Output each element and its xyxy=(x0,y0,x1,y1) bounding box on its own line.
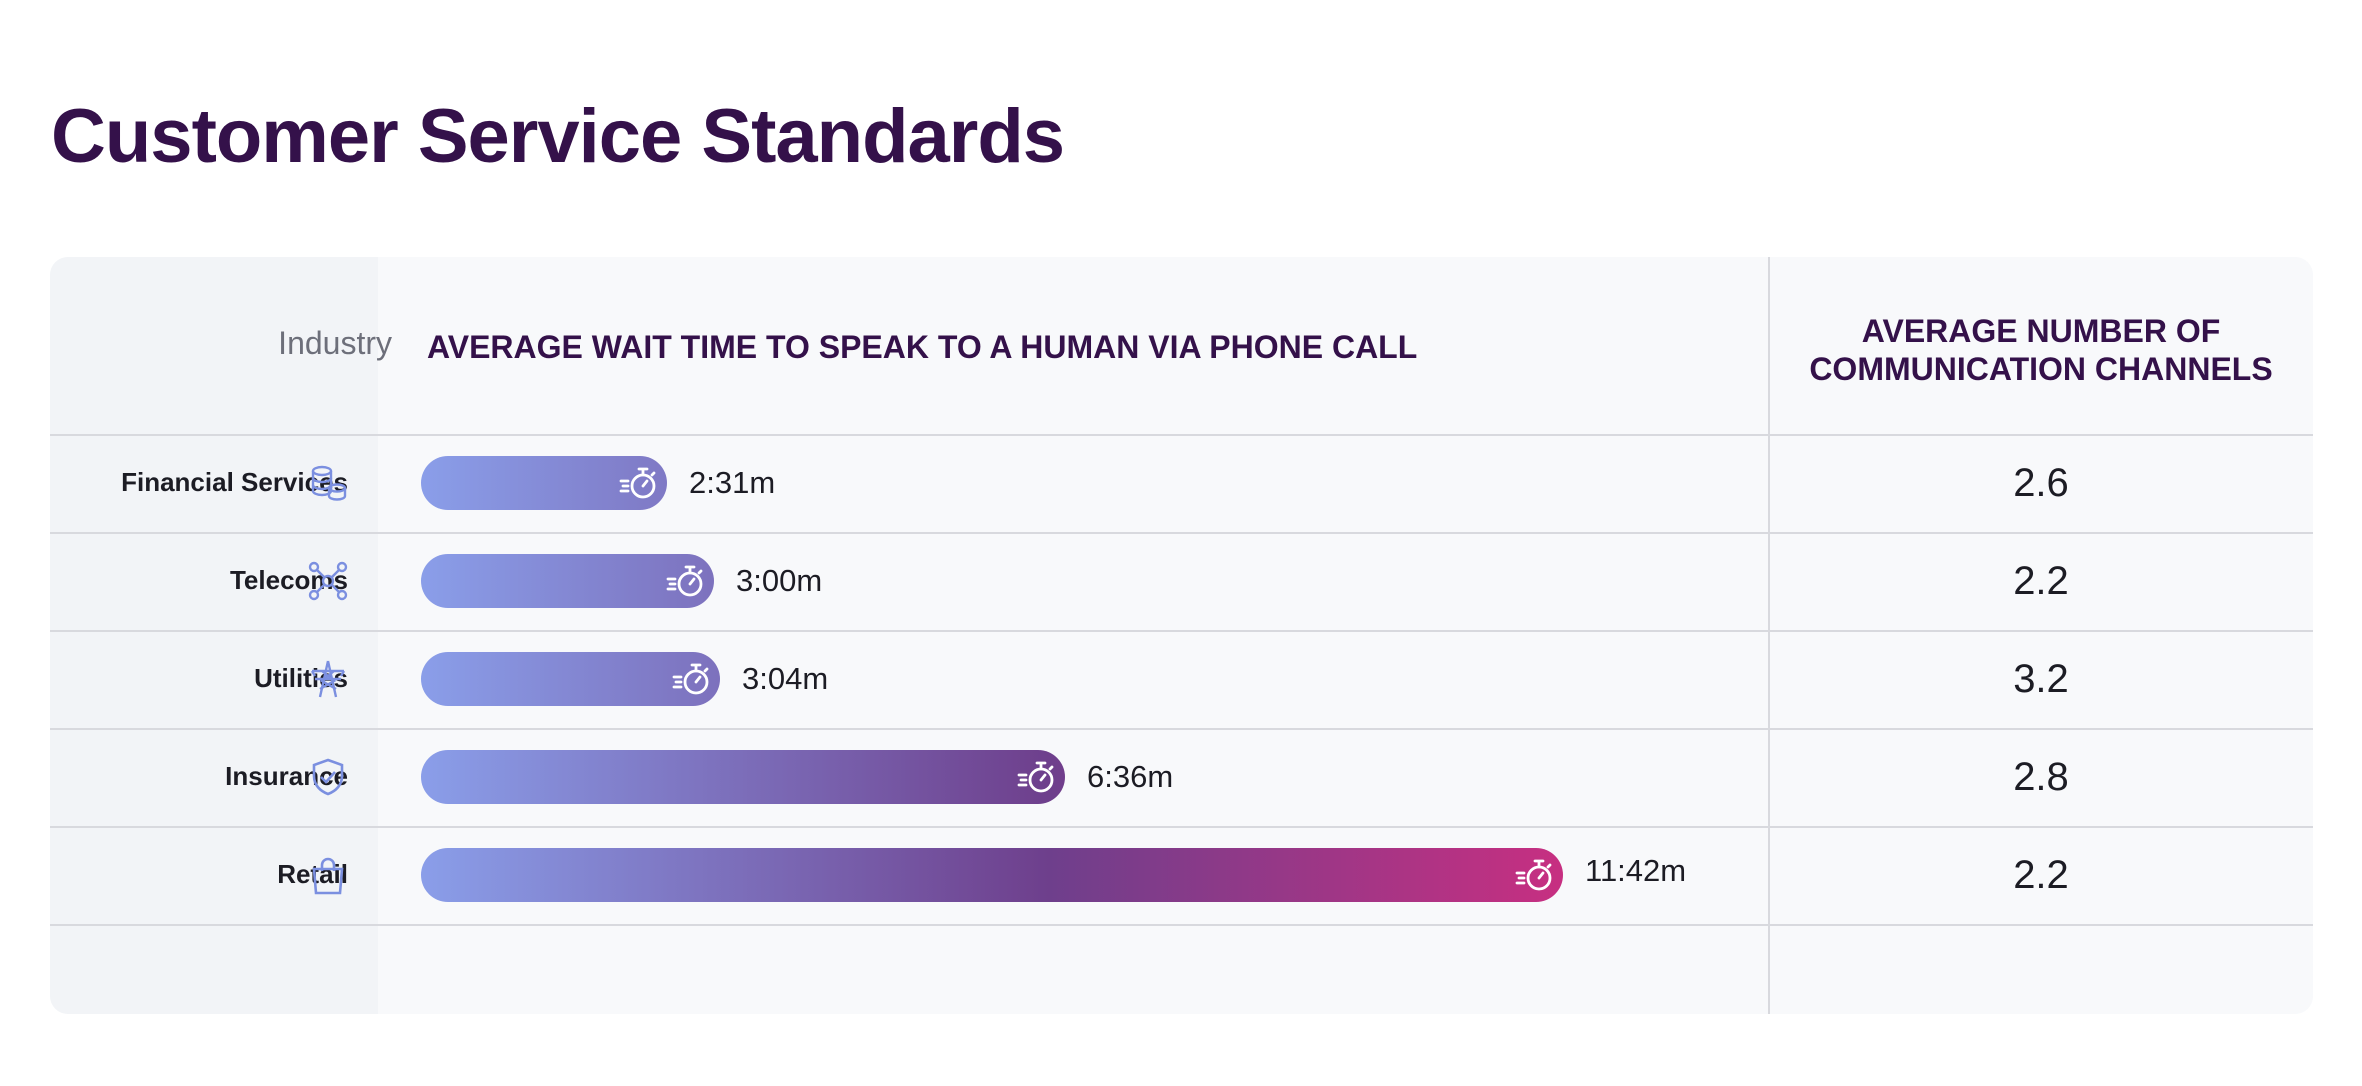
wait-time-label: 11:42m xyxy=(1585,853,1687,888)
channels-value: 2.6 xyxy=(2013,461,2069,505)
row-divider xyxy=(50,532,2313,534)
industry-label: Retail xyxy=(277,859,348,889)
page-title: Customer Service Standards xyxy=(51,94,1065,179)
channels-value: 2.2 xyxy=(2013,853,2069,897)
channels-value: 3.2 xyxy=(2013,657,2069,701)
wait-time-bar xyxy=(421,554,714,608)
shield-check-icon xyxy=(308,757,348,797)
shopping-bag-icon xyxy=(308,855,348,895)
industry-label: Financial Services xyxy=(121,467,348,497)
stopwatch-icon xyxy=(619,463,659,503)
stopwatch-icon xyxy=(672,659,712,699)
wait-time-bar xyxy=(421,750,1065,804)
row-divider xyxy=(50,924,2313,926)
row-divider xyxy=(50,728,2313,730)
industry-label: Telecoms xyxy=(229,565,348,595)
stopwatch-icon xyxy=(666,561,706,601)
column-divider xyxy=(1768,257,1770,1014)
wait-time-bar xyxy=(421,848,1563,902)
row-divider xyxy=(50,434,2313,436)
row-divider xyxy=(50,630,2313,632)
wait-time-bar xyxy=(421,456,667,510)
wait-time-header: AVERAGE WAIT TIME TO SPEAK TO A HUMAN VI… xyxy=(427,329,1418,365)
industry-column xyxy=(50,257,378,1014)
channels-value: 2.2 xyxy=(2013,559,2069,603)
channels-column xyxy=(1769,257,2313,1014)
power-tower-icon xyxy=(308,659,348,699)
network-icon xyxy=(308,561,348,601)
wait-time-label: 3:00m xyxy=(736,563,823,598)
stopwatch-icon xyxy=(1515,855,1555,895)
wait-time-label: 2:31m xyxy=(689,465,776,500)
channels-value: 2.8 xyxy=(2013,755,2069,799)
coins-icon xyxy=(308,463,348,503)
wait-time-label: 6:36m xyxy=(1087,759,1174,794)
industry-label: Insurance xyxy=(225,761,348,791)
industry-header: Industry xyxy=(278,325,392,361)
channels-header: AVERAGE NUMBER OF COMMUNICATION CHANNELS xyxy=(1809,313,2273,387)
wait-time-bar xyxy=(421,652,720,706)
row-divider xyxy=(50,826,2313,828)
wait-time-label: 3:04m xyxy=(742,661,829,696)
chart-table: Industry AVERAGE WAIT TIME TO SPEAK TO A… xyxy=(50,257,2313,1014)
stopwatch-icon xyxy=(1017,757,1057,797)
